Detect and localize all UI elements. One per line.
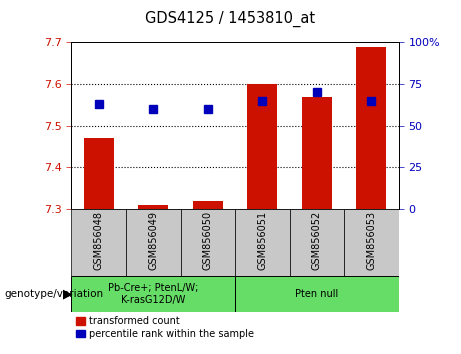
Bar: [193, 200, 223, 209]
Text: genotype/variation: genotype/variation: [5, 289, 104, 299]
Bar: [71, 209, 126, 276]
Bar: [235, 209, 290, 276]
Bar: [84, 138, 114, 209]
Text: GSM856052: GSM856052: [312, 211, 322, 270]
Bar: [71, 276, 235, 312]
Bar: [235, 276, 399, 312]
Text: GSM856049: GSM856049: [148, 211, 158, 270]
Bar: [290, 209, 344, 276]
Bar: [138, 205, 168, 209]
Bar: [356, 47, 386, 209]
Bar: [126, 209, 181, 276]
Text: GSM856048: GSM856048: [94, 211, 104, 270]
Bar: [344, 209, 399, 276]
Text: GSM856051: GSM856051: [257, 211, 267, 270]
Text: GSM856053: GSM856053: [366, 211, 377, 270]
Text: Pten null: Pten null: [296, 289, 338, 299]
Bar: [181, 209, 235, 276]
Text: GSM856050: GSM856050: [203, 211, 213, 270]
Text: GDS4125 / 1453810_at: GDS4125 / 1453810_at: [145, 11, 316, 27]
Bar: [302, 97, 332, 209]
Text: Pb-Cre+; PtenL/W;
K-rasG12D/W: Pb-Cre+; PtenL/W; K-rasG12D/W: [108, 283, 199, 305]
Bar: [248, 84, 278, 209]
Legend: transformed count, percentile rank within the sample: transformed count, percentile rank withi…: [77, 316, 254, 339]
Text: ▶: ▶: [64, 287, 73, 300]
